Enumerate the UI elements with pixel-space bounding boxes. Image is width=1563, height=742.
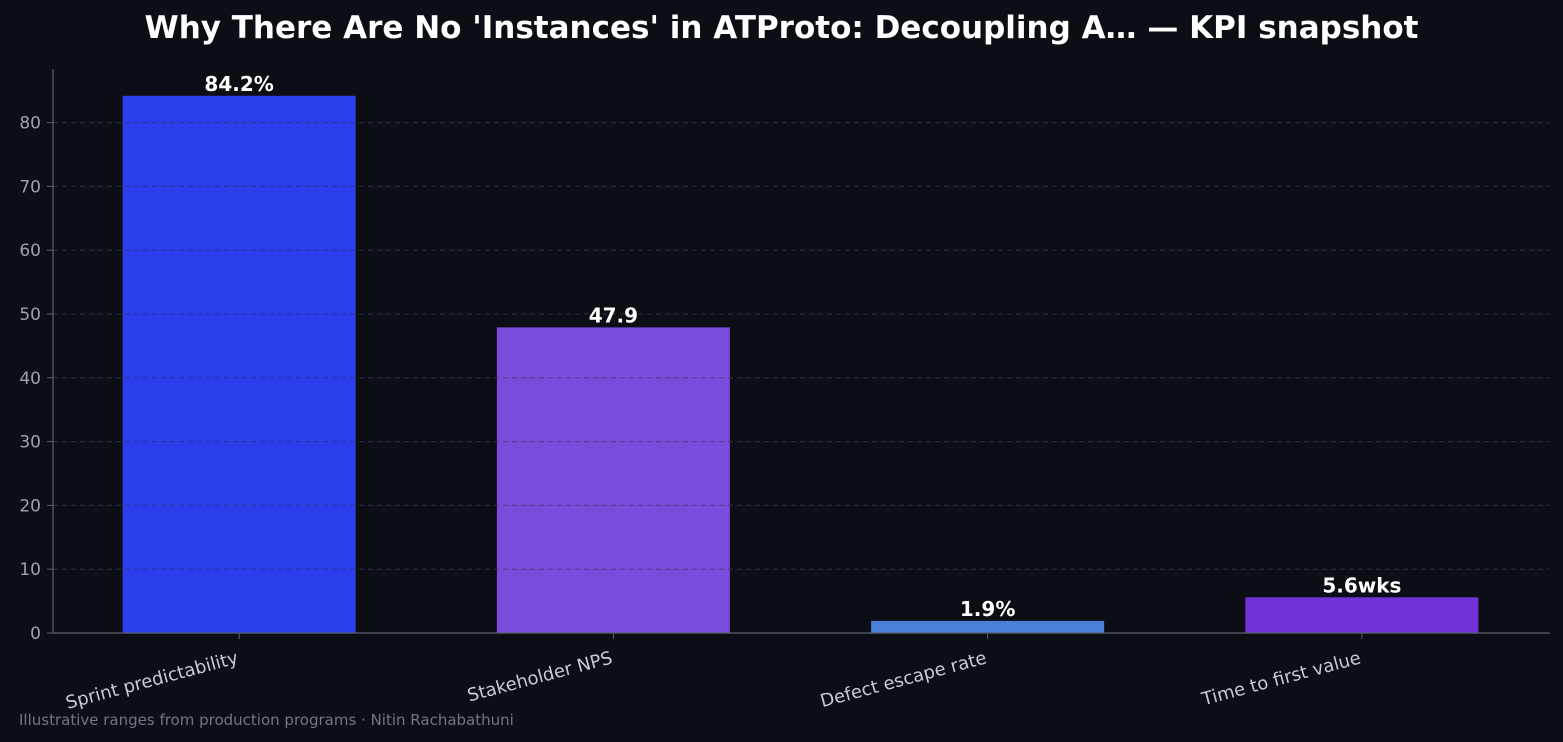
x-tick-label: Sprint predictability (64, 647, 241, 713)
y-tick-label: 20 (19, 496, 41, 516)
y-tick-label: 60 (19, 241, 41, 261)
bar (1245, 597, 1479, 633)
bar (496, 327, 730, 633)
y-tick-label: 70 (19, 177, 41, 197)
y-tick-label: 10 (19, 560, 41, 580)
x-tick-label: Defect escape rate (818, 648, 989, 713)
bar (122, 95, 356, 633)
data-label: 84.2% (204, 72, 273, 96)
y-tick-label: 30 (19, 433, 41, 453)
chart-title: Why There Are No 'Instances' in ATProto:… (144, 10, 1419, 46)
x-tick-label: Stakeholder NPS (465, 648, 615, 707)
data-label: 5.6wks (1322, 573, 1401, 597)
y-tick-label: 0 (30, 624, 41, 644)
x-tick-label: Time to first value (1199, 648, 1363, 711)
y-tick-label: 80 (19, 114, 41, 134)
footnote: Illustrative ranges from production prog… (19, 711, 514, 729)
data-label: 1.9% (960, 597, 1015, 621)
data-label: 47.9 (589, 303, 638, 327)
y-tick-label: 40 (19, 369, 41, 389)
bar (871, 620, 1105, 633)
y-tick-label: 50 (19, 305, 41, 325)
